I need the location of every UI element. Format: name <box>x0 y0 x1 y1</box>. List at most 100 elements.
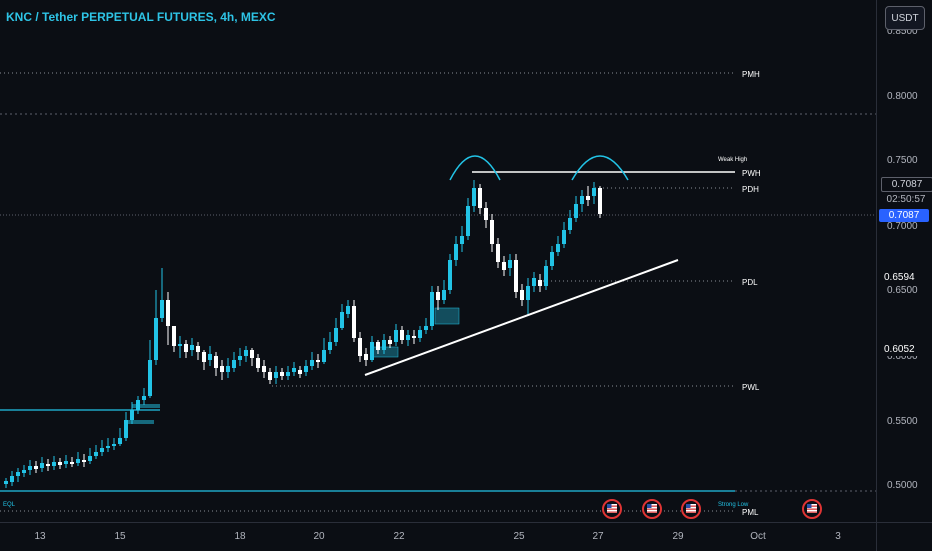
flag-canton <box>686 504 691 508</box>
candle-body <box>202 352 206 362</box>
candle-body <box>160 300 164 318</box>
candle-body <box>10 476 14 482</box>
time-tick: 18 <box>234 531 246 542</box>
currency-button[interactable]: USDT <box>885 6 925 30</box>
candle-body <box>568 218 572 230</box>
candle-body <box>364 354 368 360</box>
candle-body <box>64 461 68 464</box>
candle-body <box>196 346 200 352</box>
flag-stripe <box>647 505 657 507</box>
candle-body <box>376 342 380 350</box>
candle-body <box>118 438 122 444</box>
strong-low-label: Strong Low <box>718 502 749 508</box>
flag-stripe <box>647 508 657 510</box>
flag-stripe <box>607 505 617 507</box>
candle-body <box>142 396 146 400</box>
weak-high-label: Weak High <box>718 157 747 163</box>
candle-body <box>34 466 38 469</box>
candle-body <box>148 360 152 396</box>
candle-body <box>190 345 194 350</box>
candle-body <box>70 462 74 464</box>
candle-body <box>436 292 440 300</box>
candle-body <box>508 260 512 268</box>
candle-body <box>100 448 104 452</box>
candle-body <box>46 464 50 466</box>
price-label: 0.6500 <box>887 285 918 296</box>
time-tick: 25 <box>513 531 525 542</box>
current-price-tag: 0.7087 <box>879 209 929 222</box>
last-price-tag: 0.7087 <box>881 177 932 192</box>
candle-body <box>256 358 260 368</box>
candle-body <box>358 338 362 356</box>
ascending-trendline <box>364 259 679 376</box>
candle-body <box>430 292 434 326</box>
pwl-price-tag: 0.6052 <box>881 343 931 356</box>
candle-body <box>28 466 32 470</box>
candle-body <box>136 400 140 410</box>
candle-body <box>460 236 464 244</box>
pwh-label: PWH <box>742 169 761 178</box>
candle-body <box>580 196 584 204</box>
price-label: 0.7500 <box>887 155 918 166</box>
candle-body <box>478 188 482 208</box>
candle-body <box>52 462 56 466</box>
order-block <box>132 404 160 408</box>
time-tick: 27 <box>592 531 604 542</box>
candle-body <box>76 459 80 463</box>
candle-body <box>538 280 542 286</box>
candle-body <box>208 354 212 360</box>
candle-body <box>448 260 452 290</box>
candle-body <box>292 368 296 372</box>
double-top-arc <box>571 155 629 181</box>
order-block <box>434 307 460 325</box>
price-label: 0.8500 <box>887 26 918 37</box>
time-tick: 15 <box>114 531 126 542</box>
candle-body <box>40 463 44 468</box>
candle-body <box>418 330 422 338</box>
pdh-label: PDH <box>742 185 759 194</box>
flag-canton <box>607 504 612 508</box>
order-block <box>126 420 154 424</box>
double-top-arc <box>449 155 501 181</box>
candle-body <box>598 188 602 214</box>
chart-area[interactable]: PMH Weak High PWH PDH PDL PWL EQL Strong Low PML <box>0 0 876 522</box>
us-flag-event-icon <box>802 499 822 519</box>
time-axis[interactable]: 13 15 18 20 22 25 27 29 Oct 3 <box>0 522 876 551</box>
candle-body <box>184 344 188 352</box>
candle-body <box>514 260 518 292</box>
candle-body <box>262 366 266 372</box>
candle-body <box>496 244 500 262</box>
pwl-label: PWL <box>742 383 760 392</box>
candle-body <box>106 446 110 448</box>
candle-body <box>172 326 176 346</box>
candle-body <box>394 330 398 342</box>
countdown-tag: 02:50:57 <box>881 193 931 206</box>
time-tick: 29 <box>672 531 684 542</box>
flag-stripe <box>807 508 817 510</box>
candle-body <box>562 230 566 244</box>
candle-body <box>238 356 242 360</box>
candle-body <box>484 208 488 220</box>
flag-stripe <box>807 511 817 513</box>
candle-body <box>82 460 86 462</box>
candle-body <box>220 366 224 372</box>
candle-body <box>352 306 356 338</box>
time-tick: 3 <box>835 531 841 542</box>
candle-body <box>526 286 530 300</box>
price-label: 0.5500 <box>887 416 918 427</box>
price-axis[interactable]: 0.8500 0.8000 0.7500 0.7000 0.6500 0.600… <box>876 0 932 522</box>
candle-body <box>88 456 92 461</box>
candle-body <box>268 372 272 380</box>
candle-body <box>232 360 236 368</box>
candle-body <box>406 335 410 340</box>
flag-stripe <box>686 508 696 510</box>
flag-canton <box>807 504 812 508</box>
candle-body <box>94 452 98 456</box>
candle-body <box>424 326 428 330</box>
candle-body <box>346 306 350 314</box>
candle-body <box>22 470 26 473</box>
candle-body <box>556 244 560 252</box>
candle-body <box>304 366 308 372</box>
price-label: 0.5000 <box>887 480 918 491</box>
